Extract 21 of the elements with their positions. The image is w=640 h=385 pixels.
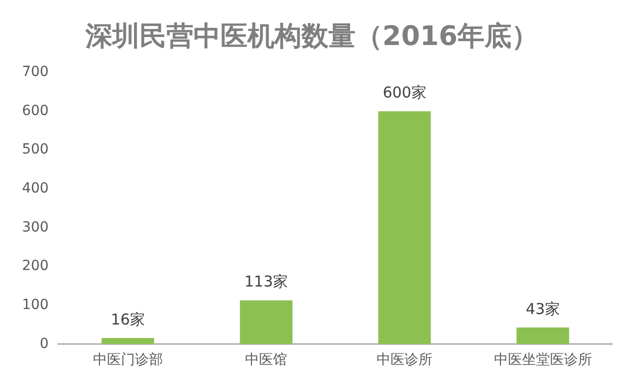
chart-title: 深圳民营中医机构数量（2016年底） — [84, 21, 539, 52]
data-label: 113家 — [244, 272, 288, 291]
bar — [102, 338, 154, 344]
y-tick-label: 600 — [22, 102, 49, 119]
x-tick-label: 中医诊所 — [376, 352, 433, 368]
bar — [240, 300, 292, 344]
x-tick-label: 中医门诊部 — [92, 352, 163, 368]
y-tick-label: 0 — [40, 336, 49, 352]
data-label: 43家 — [526, 300, 560, 318]
y-tick-label: 500 — [22, 142, 49, 158]
y-tick-label: 700 — [22, 64, 49, 80]
y-tick-label: 400 — [22, 180, 49, 197]
data-label: 16家 — [110, 310, 145, 328]
bar — [516, 328, 570, 344]
bar — [378, 111, 431, 344]
data-label: 600家 — [382, 84, 426, 102]
y-tick-label: 100 — [22, 297, 49, 314]
y-tick-label: 200 — [22, 258, 49, 274]
y-tick-label: 300 — [22, 219, 49, 236]
x-tick-label: 中医坐堂医诊所 — [494, 352, 592, 368]
x-tick-label: 中医馆 — [245, 352, 288, 368]
